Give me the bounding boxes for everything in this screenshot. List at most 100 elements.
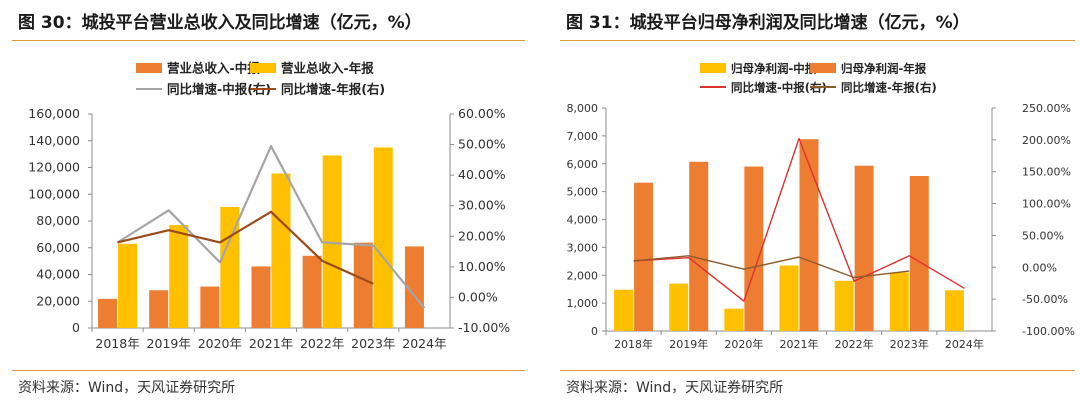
y-left-tick-label: 0 bbox=[72, 320, 80, 335]
x-tick-label: 2019年 bbox=[669, 337, 708, 351]
bar-annual bbox=[909, 176, 929, 331]
bar-annual bbox=[854, 165, 874, 331]
bar-interim bbox=[614, 289, 634, 331]
bar-interim bbox=[889, 272, 909, 331]
line-interim-growth bbox=[117, 145, 426, 309]
bar-interim bbox=[834, 280, 854, 331]
y-left-tick-label: 100,000 bbox=[28, 186, 80, 201]
x-tick-label: 2022年 bbox=[835, 337, 874, 351]
bar-annual bbox=[634, 182, 654, 331]
y-right-tick-label: 0.00% bbox=[1022, 261, 1057, 274]
figure-30: 图 30：城投平台营业总收入及同比增速（亿元，%） 0 20,000 40,000 6… bbox=[12, 13, 525, 396]
x-tick-label: 2022年 bbox=[300, 336, 344, 351]
y-left-tick-label: 40,000 bbox=[36, 267, 80, 282]
y-left-tick-label: 3,000 bbox=[567, 241, 599, 254]
bar-interim bbox=[98, 298, 118, 328]
y-right-tick-label: -50.00% bbox=[1022, 293, 1068, 306]
x-tick-label: 2020年 bbox=[198, 336, 242, 351]
line-annual-growth bbox=[633, 255, 910, 279]
bar-annual bbox=[118, 243, 138, 328]
y-right-tick-label: 40.00% bbox=[458, 167, 506, 182]
figure-title: 图 31：城投平台归母净利润及同比增速（亿元，%） bbox=[566, 13, 970, 33]
legend-label: 同比增速-中报(右) bbox=[167, 82, 271, 97]
y-right-tick-label: 250.00% bbox=[1022, 102, 1071, 115]
y-left-tick-label: 80,000 bbox=[36, 213, 80, 228]
y-left-tick-label: 8,000 bbox=[567, 102, 599, 115]
legend-swatch bbox=[136, 63, 162, 73]
bar-interim bbox=[724, 308, 744, 331]
source-note: 资料来源：Wind，天风证券研究所 bbox=[18, 380, 236, 396]
y-left-tick-label: 0 bbox=[591, 325, 598, 338]
y-left-tick-label: 1,000 bbox=[567, 297, 599, 310]
y-right-tick-label: -100.00% bbox=[1022, 325, 1075, 338]
y-left-tick-label: 60,000 bbox=[36, 240, 80, 255]
bar-interim bbox=[302, 255, 322, 328]
bar-annual bbox=[169, 225, 189, 328]
bar-annual bbox=[373, 147, 393, 328]
legend-label: 同比增速-中报(右) bbox=[731, 81, 827, 95]
bar-interim bbox=[944, 290, 964, 331]
line-annual-growth bbox=[117, 210, 374, 285]
net-profit-chart: 0 1,000 2,000 3,000 4,000 5,000 6,000 7,000 8,00… bbox=[567, 62, 1075, 352]
bar-annual bbox=[689, 161, 709, 331]
y-right-tick-label: 20.00% bbox=[458, 228, 506, 243]
y-right-tick-label: 150.00% bbox=[1022, 166, 1071, 179]
bar-annual bbox=[799, 139, 819, 331]
y-right-tick-label: -10.00% bbox=[458, 320, 510, 335]
x-tick-label: 2021年 bbox=[249, 336, 293, 351]
figure-31: 图 31：城投平台归母净利润及同比增速（亿元，%） 0 1,000 2,000 3,0… bbox=[548, 0, 1080, 407]
bar-annual bbox=[271, 173, 291, 328]
y-left-tick-label: 120,000 bbox=[28, 160, 80, 175]
legend-swatch bbox=[700, 63, 726, 73]
y-right-tick-label: 50.00% bbox=[1022, 229, 1064, 242]
source-rule bbox=[12, 370, 525, 371]
legend-swatch bbox=[810, 63, 836, 73]
y-left-tick-label: 7,000 bbox=[567, 130, 599, 143]
source-rule bbox=[560, 370, 1075, 371]
y-left-tick-label: 5,000 bbox=[567, 186, 599, 199]
y-left-tick-label: 2,000 bbox=[567, 269, 599, 282]
source-note: 资料来源：Wind，天风证券研究所 bbox=[566, 380, 784, 396]
x-tick-label: 2024年 bbox=[945, 337, 984, 351]
legend-label: 营业总收入-中报 bbox=[167, 61, 260, 76]
line-interim-growth bbox=[633, 137, 965, 302]
x-tick-label: 2018年 bbox=[614, 337, 653, 351]
bar-interim bbox=[251, 266, 271, 328]
bar-interim bbox=[149, 290, 169, 328]
title-rule bbox=[12, 40, 525, 41]
bar-annual bbox=[322, 155, 342, 328]
y-right-tick-label: 200.00% bbox=[1022, 134, 1071, 147]
title-rule bbox=[560, 40, 1075, 41]
x-tick-label: 2023年 bbox=[890, 337, 929, 351]
legend-label: 归母净利润-年报 bbox=[841, 62, 927, 76]
legend-label: 同比增速-年报(右) bbox=[841, 81, 937, 95]
bar-interim bbox=[779, 265, 799, 331]
y-left-tick-label: 6,000 bbox=[567, 158, 599, 171]
y-left-tick-label: 20,000 bbox=[36, 293, 80, 308]
y-right-tick-label: 10.00% bbox=[458, 259, 506, 274]
x-tick-label: 2019年 bbox=[147, 336, 191, 351]
legend-label: 归母净利润-中报 bbox=[731, 62, 817, 76]
y-left-tick-label: 140,000 bbox=[28, 133, 80, 148]
y-right-tick-label: 100.00% bbox=[1022, 198, 1071, 211]
legend-label: 同比增速-年报(右) bbox=[281, 82, 385, 97]
x-tick-label: 2024年 bbox=[402, 336, 446, 351]
x-tick-label: 2020年 bbox=[724, 337, 763, 351]
y-left-tick-label: 160,000 bbox=[28, 106, 80, 121]
y-left-tick-label: 4,000 bbox=[567, 214, 599, 227]
legend-swatch bbox=[250, 63, 276, 73]
x-tick-label: 2023年 bbox=[351, 336, 395, 351]
bar-interim bbox=[669, 283, 689, 331]
bar-annual bbox=[220, 206, 240, 328]
legend-label: 营业总收入-年报 bbox=[281, 61, 374, 76]
bar-interim bbox=[353, 242, 373, 328]
revenue-chart: 0 20,000 40,000 60,000 80,000 100,000 120,000 1… bbox=[28, 61, 510, 352]
x-tick-label: 2018年 bbox=[95, 336, 139, 351]
bar-interim bbox=[404, 246, 424, 328]
x-tick-label: 2021年 bbox=[780, 337, 819, 351]
bar-interim bbox=[200, 286, 220, 328]
bar-annual bbox=[744, 166, 764, 331]
y-right-tick-label: 50.00% bbox=[458, 137, 506, 152]
y-right-tick-label: 0.00% bbox=[458, 289, 498, 304]
figure-title: 图 30：城投平台营业总收入及同比增速（亿元，%） bbox=[18, 13, 422, 33]
